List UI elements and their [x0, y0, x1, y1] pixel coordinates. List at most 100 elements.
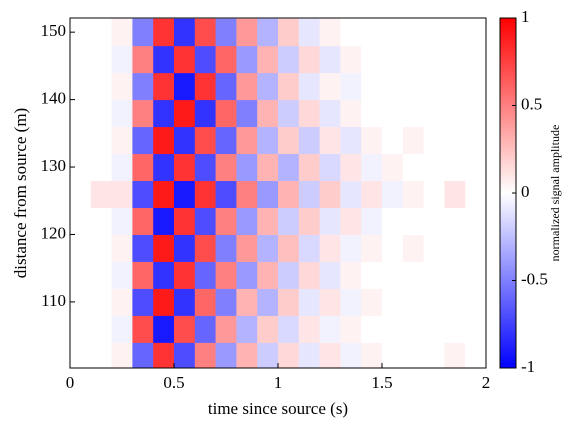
heatmap-cell — [340, 126, 362, 155]
heatmap-cell — [444, 207, 466, 235]
heatmap-cell — [423, 234, 445, 262]
heatmap-cell — [70, 99, 92, 128]
heatmap-cell — [194, 72, 217, 101]
heatmap-cell — [402, 180, 425, 208]
heatmap-cell — [111, 180, 133, 208]
heatmap-cell — [382, 153, 404, 182]
heatmap-cell — [465, 342, 486, 368]
heatmap-cell — [174, 18, 196, 47]
heatmap-cell — [423, 261, 445, 289]
heatmap-cell — [257, 207, 279, 235]
heatmap-cell — [215, 45, 237, 74]
heatmap-cell — [382, 126, 404, 155]
heatmap-cell — [319, 234, 341, 262]
heatmap-cell — [278, 126, 300, 155]
heatmap-cell — [382, 72, 404, 101]
heatmap-cell — [111, 288, 133, 316]
heatmap-cell — [423, 18, 445, 47]
heatmap-cell — [444, 99, 466, 128]
heatmap-cell — [465, 126, 486, 155]
heatmap-cell — [132, 207, 154, 235]
heatmap-cell — [423, 153, 445, 182]
heatmap-cell — [90, 72, 113, 101]
heatmap-cell — [361, 180, 383, 208]
heatmap-cell — [153, 342, 175, 368]
heatmap-cell — [90, 126, 113, 155]
heatmap-cell — [319, 180, 341, 208]
heatmap-cell — [90, 207, 113, 235]
heatmap-cell — [236, 126, 258, 155]
heatmap-cell — [444, 45, 466, 74]
heatmap-cell — [319, 207, 341, 235]
heatmap-cell — [70, 153, 92, 182]
heatmap-cell — [382, 288, 404, 316]
heatmap-cell — [153, 261, 175, 289]
heatmap-cell — [194, 315, 217, 343]
heatmap-cell — [257, 315, 279, 343]
heatmap-cell — [382, 99, 404, 128]
heatmap-cell — [215, 288, 237, 316]
heatmap-cell — [236, 207, 258, 235]
heatmap-cell — [132, 126, 154, 155]
heatmap-cell — [382, 234, 404, 262]
heatmap-cell — [444, 180, 466, 208]
heatmap-cell — [402, 99, 425, 128]
heatmap-cell — [236, 288, 258, 316]
heatmap — [70, 18, 486, 368]
heatmap-cell — [257, 342, 279, 368]
heatmap-cell — [215, 72, 237, 101]
heatmap-cell — [340, 261, 362, 289]
heatmap-cell — [382, 315, 404, 343]
heatmap-cell — [423, 45, 445, 74]
heatmap-cell — [465, 99, 486, 128]
heatmap-cell — [194, 342, 217, 368]
heatmap-cell — [257, 234, 279, 262]
heatmap-cell — [132, 72, 154, 101]
heatmap-cell — [402, 18, 425, 47]
heatmap-cell — [444, 126, 466, 155]
heatmap-cell — [444, 342, 466, 368]
heatmap-cell — [132, 288, 154, 316]
heatmap-cell — [132, 315, 154, 343]
heatmap-cell — [298, 261, 321, 289]
colorbar-tick-label: -1 — [521, 357, 535, 376]
heatmap-cell — [257, 153, 279, 182]
heatmap-cell — [111, 207, 133, 235]
heatmap-cell — [423, 126, 445, 155]
heatmap-cell — [70, 261, 92, 289]
heatmap-cell — [194, 99, 217, 128]
heatmap-cell — [361, 99, 383, 128]
heatmap-cell — [319, 126, 341, 155]
heatmap-cell — [278, 315, 300, 343]
heatmap-cell — [194, 261, 217, 289]
heatmap-cell — [465, 288, 486, 316]
heatmap-cell — [382, 18, 404, 47]
heatmap-cell — [215, 342, 237, 368]
heatmap-cell — [132, 180, 154, 208]
heatmap-cell — [340, 315, 362, 343]
heatmap-cell — [132, 99, 154, 128]
heatmap-cell — [298, 45, 321, 74]
colorbar-label: normalized signal amplitude — [548, 125, 562, 262]
heatmap-cell — [257, 72, 279, 101]
heatmap-cell — [132, 45, 154, 74]
heatmap-cell — [361, 18, 383, 47]
heatmap-cell — [340, 45, 362, 74]
heatmap-cell — [236, 180, 258, 208]
heatmap-cell — [298, 342, 321, 368]
heatmap-cell — [361, 207, 383, 235]
heatmap-cell — [340, 234, 362, 262]
heatmap-cell — [236, 45, 258, 74]
heatmap-cell — [257, 261, 279, 289]
heatmap-cell — [174, 72, 196, 101]
heatmap-cell — [215, 180, 237, 208]
heatmap-cell — [70, 342, 92, 368]
heatmap-cell — [257, 180, 279, 208]
heatmap-cell — [423, 180, 445, 208]
heatmap-cell — [278, 207, 300, 235]
heatmap-cell — [90, 342, 113, 368]
heatmap-cell — [257, 45, 279, 74]
heatmap-cell — [402, 45, 425, 74]
heatmap-cell — [340, 180, 362, 208]
heatmap-cell — [298, 153, 321, 182]
